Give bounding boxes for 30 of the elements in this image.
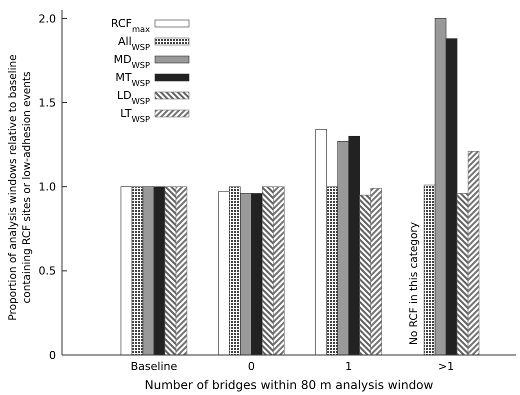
- bar: [468, 151, 480, 356]
- bar: [326, 186, 338, 356]
- bar: [424, 184, 436, 356]
- x-axis-title: Number of bridges within 80 m analysis window: [144, 378, 434, 392]
- x-tick-label: 1: [345, 360, 352, 373]
- legend-label: LD$_{WSP}$: [117, 89, 150, 106]
- annotation: No RCF in this category: [408, 222, 420, 345]
- y-tick-label: 0.5: [38, 264, 56, 278]
- bar: [370, 188, 382, 356]
- x-tick-label: >1: [438, 360, 454, 373]
- y-axis-title: Proportion of analysis windows relative to baseline containing RCF sites or low-adhesion events: [7, 54, 33, 321]
- y-tick-label: 2.0: [38, 12, 56, 26]
- bar: [262, 186, 274, 356]
- bar: [229, 186, 241, 356]
- bar: [273, 186, 285, 356]
- bar: [176, 186, 188, 356]
- y-tick-label: 0: [49, 348, 56, 362]
- bar: [359, 194, 371, 356]
- legend-label: All$_{WSP}$: [118, 35, 150, 52]
- legend-label: LT$_{WSP}$: [120, 107, 150, 124]
- legend-label: MD$_{WSP}$: [114, 53, 150, 70]
- y-tick-label: 1.5: [38, 96, 56, 110]
- x-tick-label: 0: [248, 360, 255, 373]
- x-tick-label: Baseline: [130, 360, 178, 373]
- bar: [456, 193, 468, 356]
- bar: [132, 186, 144, 356]
- bar: [164, 186, 176, 356]
- y-tick-label: 1.0: [38, 180, 56, 194]
- legend-label: RCF$_{max}$: [110, 17, 150, 34]
- legend-label: MT$_{WSP}$: [115, 71, 150, 88]
